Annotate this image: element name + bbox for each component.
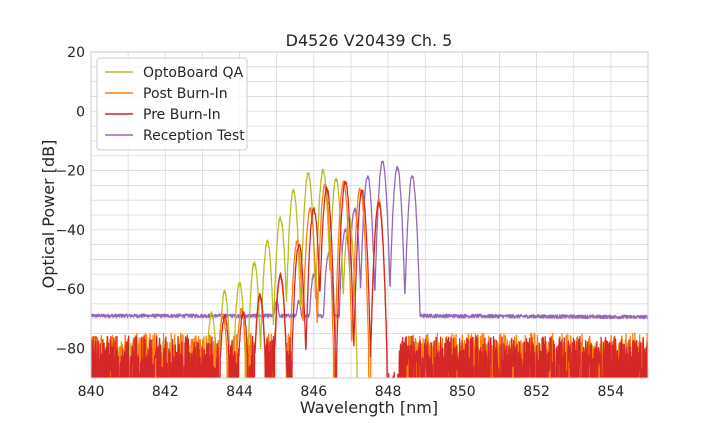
x-tick-label: 852: [523, 384, 550, 400]
plot-area: [91, 160, 648, 378]
plot-frame: [90, 51, 649, 379]
x-tick-label: 854: [597, 384, 624, 400]
x-tick-label: 844: [226, 384, 253, 400]
y-tick-label: 20: [67, 45, 85, 61]
y-tick-label: −40: [55, 223, 85, 239]
series-line-reception-test: [91, 160, 648, 320]
x-tick-label: 850: [449, 384, 476, 400]
x-axis-ticks: 840 842 844 846 848 850 852 854: [78, 384, 625, 400]
y-tick-label: 0: [76, 104, 85, 120]
legend-label: Pre Burn-In: [143, 107, 221, 123]
legend-label: Reception Test: [143, 128, 245, 144]
y-tick-label: −60: [55, 282, 85, 298]
x-tick-label: 842: [152, 384, 179, 400]
legend-label: Post Burn-In: [143, 86, 228, 102]
y-axis-label: Optical Power [dB]: [39, 140, 58, 289]
chart-title: D4526 V20439 Ch. 5: [286, 31, 453, 50]
y-axis-ticks: 20 0 −20 −40 −60 −80: [55, 45, 85, 357]
x-tick-label: 848: [375, 384, 402, 400]
x-tick-label: 846: [300, 384, 327, 400]
legend-box: [96, 57, 248, 151]
legend-label: OptoBoard QA: [143, 65, 244, 81]
series-line-pre-burn-in: [91, 180, 648, 378]
x-axis-label: Wavelength [nm]: [300, 398, 438, 417]
x-tick-label: 840: [78, 384, 105, 400]
y-tick-label: −80: [55, 341, 85, 357]
legend: OptoBoard QA Post Burn-In Pre Burn-In Recep…: [96, 57, 248, 151]
y-tick-label: −20: [55, 164, 85, 180]
